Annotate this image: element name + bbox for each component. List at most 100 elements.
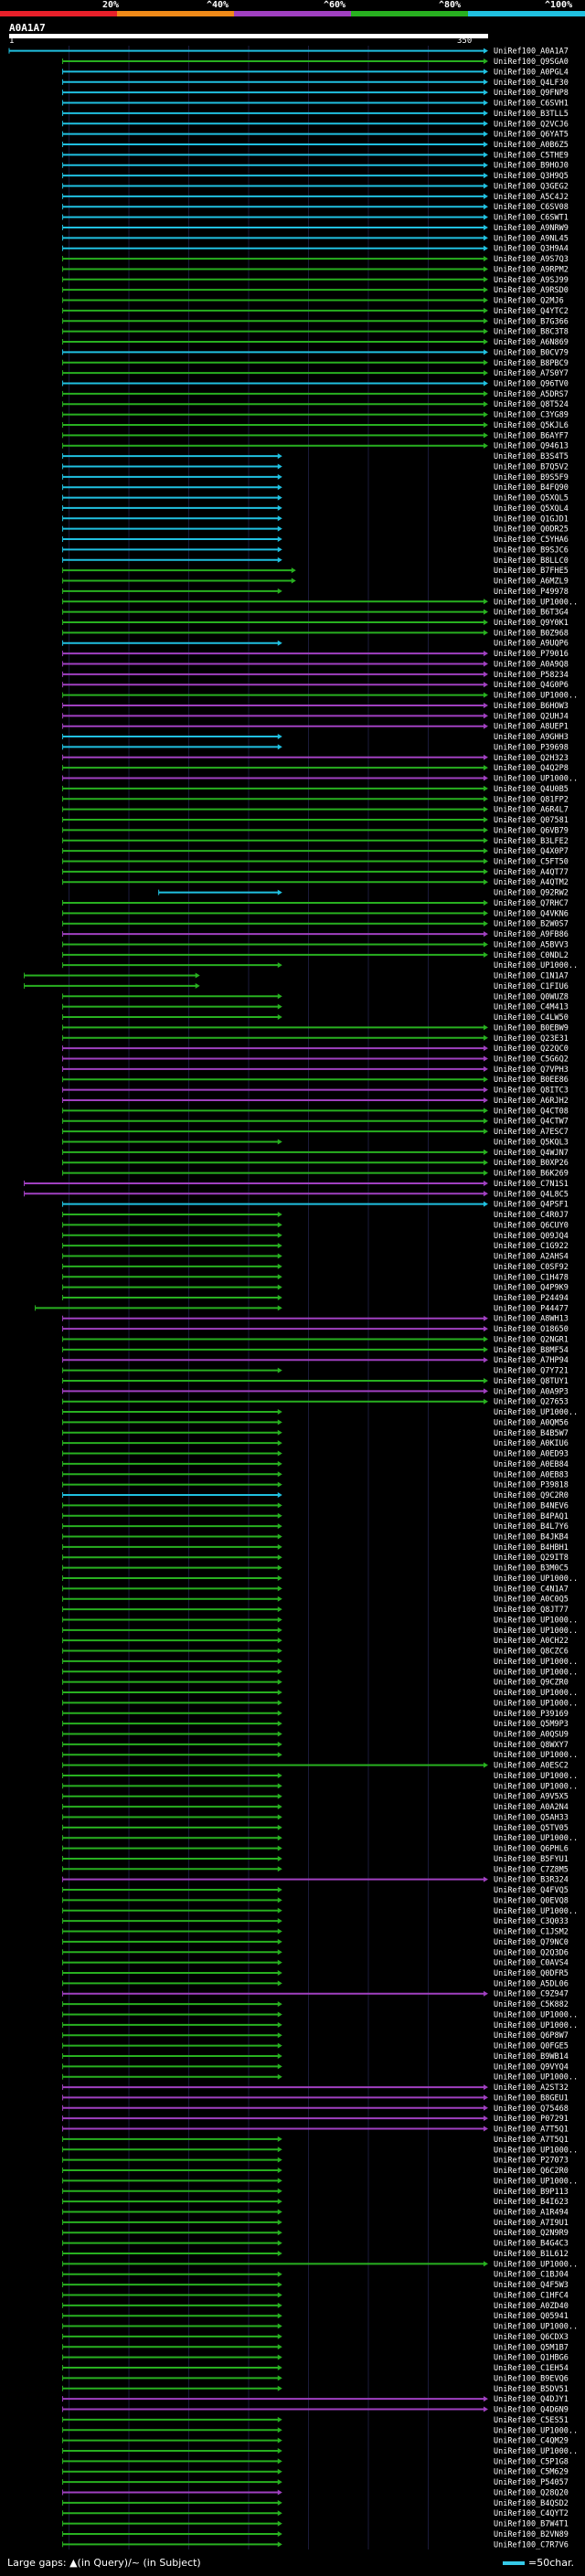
hit-label[interactable]: UniRef100_Q1GJD1	[494, 514, 569, 524]
hit-row[interactable]: UniRef100_B4JKB4	[62, 1532, 569, 1542]
hit-row[interactable]: UniRef100_A0EB84	[62, 1460, 569, 1469]
hit-row[interactable]: UniRef100_A1R494	[62, 2208, 569, 2217]
hit-label[interactable]: UniRef100_A0CH22	[494, 1637, 569, 1646]
hit-label[interactable]: UniRef100_A9RSD0	[494, 286, 569, 295]
hit-row[interactable]: UniRef100_Q0DFR5	[62, 1969, 569, 1978]
hit-label[interactable]: UniRef100_B7W4T1	[494, 2520, 569, 2529]
hit-label[interactable]: UniRef100_A5DRS7	[494, 390, 569, 399]
hit-row[interactable]: UniRef100_B4B5W7	[62, 1429, 569, 1438]
hit-row[interactable]: UniRef100_B0EBW9	[62, 1023, 569, 1033]
hit-label[interactable]: UniRef100_UP1000..	[494, 1627, 578, 1636]
hit-label[interactable]: UniRef100_Q1HBG6	[494, 2354, 569, 2363]
hit-row[interactable]: UniRef100_A2AHS4	[62, 1253, 569, 1262]
hit-row[interactable]: UniRef100_A9NL45	[62, 234, 569, 243]
hit-label[interactable]: UniRef100_C4QM29	[494, 2437, 569, 2446]
hit-row[interactable]: UniRef100_Q8CZC6	[62, 1648, 569, 1657]
hit-label[interactable]: UniRef100_C5THE9	[494, 151, 569, 160]
hit-row[interactable]: UniRef100_P24494	[62, 1294, 569, 1303]
hit-row[interactable]: UniRef100_C6SV08	[62, 203, 569, 212]
hit-row[interactable]: UniRef100_Q9SGA0	[62, 58, 569, 67]
hit-label[interactable]: UniRef100_UP1000..	[494, 598, 578, 607]
hit-row[interactable]: UniRef100_B2W0S7	[62, 920, 569, 929]
hit-label[interactable]: UniRef100_C0AVS4	[494, 1959, 569, 1968]
hit-row[interactable]: UniRef100_C1N1A7	[24, 972, 569, 981]
hit-label[interactable]: UniRef100_C1G922	[494, 1242, 569, 1251]
hit-row[interactable]: UniRef100_UP1000..	[62, 598, 579, 607]
hit-label[interactable]: UniRef100_UP1000..	[494, 2146, 578, 2155]
hit-row[interactable]: UniRef100_P39698	[62, 743, 569, 752]
hit-label[interactable]: UniRef100_B0CV79	[494, 348, 569, 357]
hit-label[interactable]: UniRef100_Q5M1B7	[494, 2343, 569, 2352]
hit-label[interactable]: UniRef100_Q2H323	[494, 754, 569, 763]
hit-label[interactable]: UniRef100_Q6VB79	[494, 826, 569, 835]
hit-label[interactable]: UniRef100_A8WH13	[494, 1315, 569, 1324]
hit-label[interactable]: UniRef100_UP1000..	[494, 1751, 578, 1760]
hit-label[interactable]: UniRef100_C6SWT1	[494, 214, 569, 223]
hit-label[interactable]: UniRef100_B4I623	[494, 2198, 569, 2207]
hit-label[interactable]: UniRef100_C1EH54	[494, 2364, 569, 2373]
hit-row[interactable]: UniRef100_Q3GEG2	[62, 182, 569, 191]
hit-row[interactable]: UniRef100_Q9FNP8	[62, 89, 569, 98]
hit-label[interactable]: UniRef100_Q2N9R9	[494, 2229, 569, 2238]
hit-row[interactable]: UniRef100_Q6P8W7	[62, 2031, 569, 2041]
hit-label[interactable]: UniRef100_Q7Y721	[494, 1367, 569, 1376]
hit-label[interactable]: UniRef100_Q07581	[494, 816, 569, 825]
hit-row[interactable]: UniRef100_Q6PHL6	[62, 1845, 569, 1854]
hit-label[interactable]: UniRef100_UP1000..	[494, 961, 578, 970]
hit-label[interactable]: UniRef100_B9EVQ6	[494, 2374, 569, 2383]
hit-label[interactable]: UniRef100_Q0EVQ8	[494, 1896, 569, 1905]
hit-label[interactable]: UniRef100_Q9CZR0	[494, 1679, 569, 1688]
hit-label[interactable]: UniRef100_A5DL06	[494, 1979, 569, 1988]
hit-row[interactable]: UniRef100_B6T3G4	[62, 609, 569, 618]
hit-label[interactable]: UniRef100_B8GEU1	[494, 2094, 569, 2103]
hit-label[interactable]: UniRef100_A6RJH2	[494, 1097, 569, 1106]
hit-label[interactable]: UniRef100_A6MZL9	[494, 578, 569, 587]
hit-row[interactable]: UniRef100_A0QSU9	[62, 1731, 569, 1740]
hit-row[interactable]: UniRef100_C5YHA6	[62, 535, 569, 545]
hit-row[interactable]: UniRef100_B0XP26	[62, 1159, 569, 1168]
hit-row[interactable]: UniRef100_B3S4T5	[62, 452, 569, 461]
hit-row[interactable]: UniRef100_Q2NGR1	[62, 1335, 569, 1344]
hit-label[interactable]: UniRef100_Q4FVQ5	[494, 1886, 569, 1895]
hit-label[interactable]: UniRef100_Q4D6N9	[494, 2406, 569, 2415]
hit-label[interactable]: UniRef100_A7T5Q1	[494, 2136, 569, 2145]
hit-row[interactable]: UniRef100_Q4L8C5	[24, 1190, 569, 1199]
hit-row[interactable]: UniRef100_Q2UHJ4	[62, 712, 569, 721]
hit-label[interactable]: UniRef100_UP1000..	[494, 1658, 578, 1667]
hit-label[interactable]: UniRef100_C5ES51	[494, 2416, 569, 2425]
hit-row[interactable]: UniRef100_A0CH22	[62, 1637, 569, 1646]
hit-label[interactable]: UniRef100_Q5KJL6	[494, 421, 569, 430]
hit-row[interactable]: UniRef100_B8C3T8	[62, 328, 569, 337]
hit-row[interactable]: UniRef100_C5G6Q2	[62, 1055, 569, 1065]
hit-label[interactable]: UniRef100_C7N1S1	[494, 1180, 569, 1189]
hit-row[interactable]: UniRef100_Q0EVQ8	[62, 1896, 569, 1905]
hit-row[interactable]: UniRef100_B1L612	[62, 2250, 569, 2259]
hit-row[interactable]: UniRef100_Q3H9A4	[62, 245, 569, 254]
hit-label[interactable]: UniRef100_C5YHA6	[494, 535, 569, 545]
hit-label[interactable]: UniRef100_Q2MJ6	[494, 297, 564, 306]
hit-label[interactable]: UniRef100_Q8JT77	[494, 1606, 569, 1615]
hit-row[interactable]: UniRef100_Q5KQL3	[62, 1138, 569, 1147]
hit-label[interactable]: UniRef100_A7ESC7	[494, 1128, 569, 1137]
hit-row[interactable]: UniRef100_A0ZD40	[62, 2302, 569, 2311]
hit-row[interactable]: UniRef100_B6K269	[62, 1170, 569, 1179]
hit-label[interactable]: UniRef100_C1FIU6	[494, 982, 569, 991]
hit-row[interactable]: UniRef100_C1JSM2	[62, 1928, 569, 1937]
hit-row[interactable]: UniRef100_A9FB86	[62, 930, 569, 939]
hit-label[interactable]: UniRef100_A0A2N4	[494, 1803, 569, 1812]
hit-label[interactable]: UniRef100_B4G4C3	[494, 2240, 569, 2249]
hit-label[interactable]: UniRef100_A9NRW9	[494, 224, 569, 233]
hit-label[interactable]: UniRef100_Q6P8W7	[494, 2031, 569, 2041]
hit-row[interactable]: UniRef100_UP1000..	[62, 1627, 579, 1636]
hit-label[interactable]: UniRef100_UP1000..	[494, 1574, 578, 1584]
hit-label[interactable]: UniRef100_Q29IT8	[494, 1553, 569, 1563]
hit-row[interactable]: UniRef100_B4HBH1	[62, 1543, 569, 1553]
hit-row[interactable]: UniRef100_Q07581	[62, 816, 569, 825]
hit-label[interactable]: UniRef100_UP1000..	[494, 1772, 578, 1781]
hit-row[interactable]: UniRef100_Q6CDX3	[62, 2333, 569, 2342]
hit-label[interactable]: UniRef100_Q3GEG2	[494, 182, 569, 191]
hit-label[interactable]: UniRef100_Q3H9A4	[494, 245, 569, 254]
hit-label[interactable]: UniRef100_UP1000..	[494, 2447, 578, 2456]
hit-row[interactable]: UniRef100_C1EH54	[62, 2364, 569, 2373]
hit-label[interactable]: UniRef100_Q4VKN6	[494, 909, 569, 918]
